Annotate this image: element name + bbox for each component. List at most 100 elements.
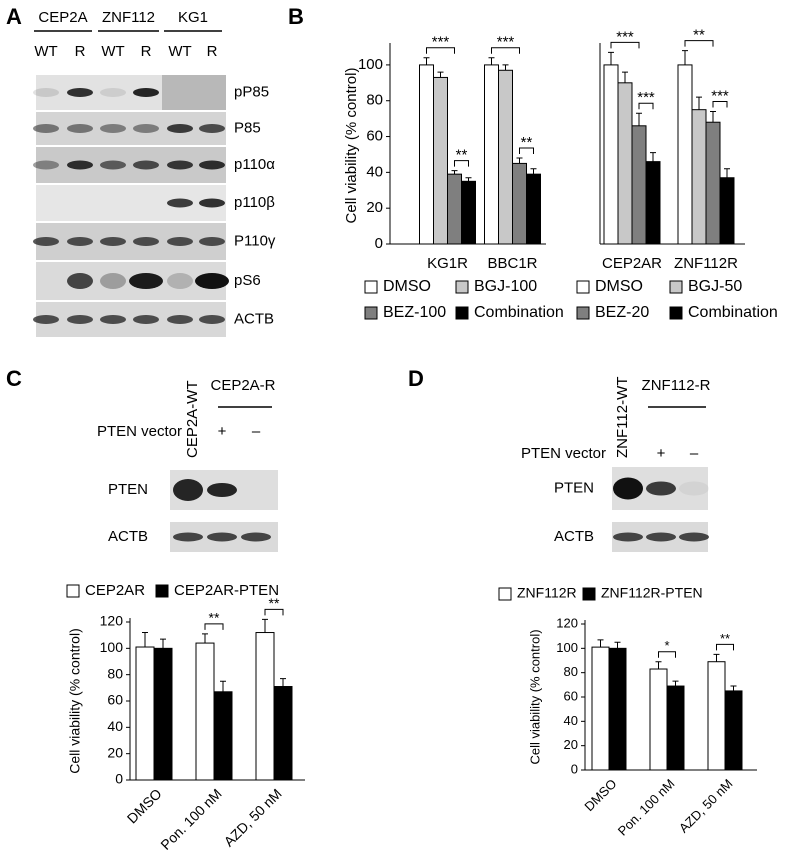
vector-label: PTEN vector [521,445,606,462]
blot-band [167,160,193,170]
blot-band [199,160,225,170]
significance-bracket [491,47,520,54]
error-bar [614,641,621,649]
x-tick-label: KG1R [427,255,468,272]
blot-band [167,124,193,133]
significance-label: * [664,638,669,653]
error-bar [451,170,458,175]
blot-band [133,88,159,97]
error-bar [202,633,208,644]
error-bar [142,632,148,648]
bar [645,161,661,245]
error-bar [724,168,730,178]
blot-band [241,532,271,542]
blot-band [646,481,676,496]
significance-bracket [658,651,676,658]
y-tick-label: 100 [358,56,383,73]
significance-label: *** [497,34,515,51]
y-axis-label: Cell viability (% control) [343,68,360,224]
x-tick-label: Pon. 100 nM [157,785,224,852]
blot-band [679,532,709,542]
x-tick-label: AZD, 50 nM [221,785,285,849]
bar [484,64,499,245]
legend-label: DMSO [383,278,431,295]
blot-band [195,273,229,289]
bar [213,691,233,781]
blot-band [167,273,193,289]
error-bar [655,661,662,670]
blot-band [67,237,93,246]
y-tick-label: 20 [564,737,578,752]
protein-label: P110γ [234,232,276,249]
blot-band [67,88,93,97]
blot-band [679,481,709,496]
lane-label: WT [34,43,57,60]
error-bar [710,110,716,123]
bar [461,180,476,245]
bar [447,173,462,245]
y-tick-label: 40 [107,718,123,734]
y-tick-label: 100 [100,639,124,655]
error-bar [730,685,737,691]
y-axis-label: Cell viability (% control) [67,628,83,773]
blot-band [646,532,676,542]
blot-band [199,315,225,324]
error-bar [516,157,523,164]
blot-band [100,273,126,289]
bar [195,642,215,781]
protein-label: pP85 [234,83,269,100]
bar [666,685,685,771]
error-bar [488,57,495,65]
blot-band [67,124,93,133]
bar [498,69,513,245]
error-bar [650,152,656,162]
vector-mark: + [218,423,227,440]
error-bar [597,639,604,648]
blot-band [33,315,59,324]
blot-band [133,315,159,324]
blot-band [199,237,225,246]
legend-label: DMSO [595,278,643,295]
error-bar [437,71,444,78]
bar [419,64,434,245]
legend-swatch [576,306,590,320]
y-tick-label: 80 [564,664,578,679]
legend-label: BGJ-50 [688,278,742,295]
bar [273,686,293,781]
panel-label: C [6,366,22,391]
legend-swatch [498,587,512,601]
blot-band [33,160,59,170]
legend-swatch [455,306,469,320]
blot-band [100,237,126,246]
blot-band [613,477,643,500]
y-tick-label: 60 [564,688,578,703]
x-tick-label: DMSO [124,785,165,826]
protein-label: P85 [234,119,261,136]
legend-swatch [364,280,378,294]
bar [724,690,743,771]
error-bar [262,618,268,633]
y-tick-label: 20 [107,744,123,760]
blot-band [33,124,59,133]
legend-swatch [155,584,169,598]
y-tick-label: 0 [571,761,578,776]
bar [691,109,707,245]
blot-band [33,88,59,97]
blot-band [167,198,193,208]
bar [719,177,735,245]
wt-label: ZNF112-WT [614,377,631,458]
y-tick-label: 0 [115,771,123,787]
y-tick-label: 0 [375,235,383,252]
protein-label: PTEN [554,479,594,496]
r-label: ZNF112-R [642,377,711,394]
blot-band [207,532,237,542]
blot-band [173,479,203,501]
significance-bracket [204,623,224,630]
legend-label: ZNF112R [517,585,577,601]
cell-line-label: CEP2A [38,9,87,26]
legend-label: Combination [474,304,564,321]
bar [649,668,668,771]
y-tick-label: 80 [107,665,123,681]
x-tick-label: CEP2AR [602,255,662,272]
bar [512,162,527,245]
